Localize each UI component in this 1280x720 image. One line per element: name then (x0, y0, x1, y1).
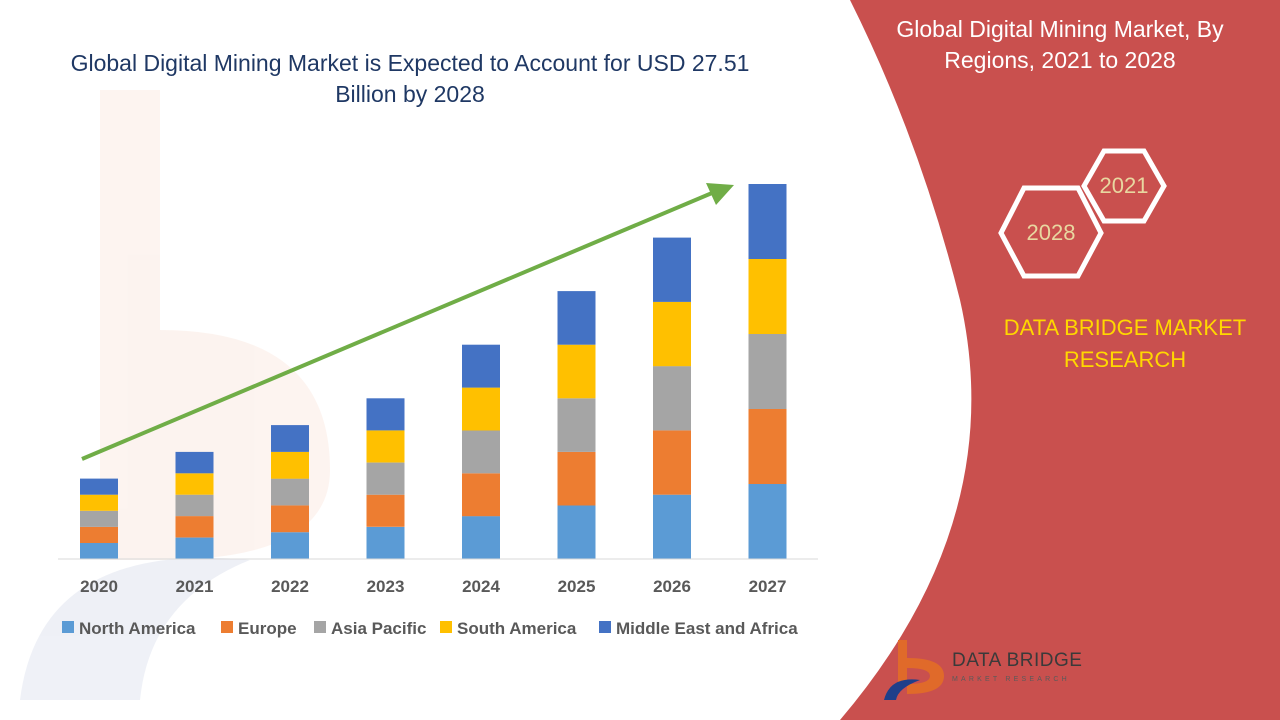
legend-swatch-middle-east-and-africa (599, 621, 611, 633)
legend-swatch-europe (221, 621, 233, 633)
bar-2023-north-america (366, 526, 405, 559)
bar-2026-south-america (653, 301, 691, 367)
hex-label-2028: 2028 (1026, 220, 1076, 245)
hex-label-2021: 2021 (1099, 173, 1149, 198)
bar-2025-asia-pacific (557, 398, 596, 452)
bar-2024-middle-east-and-africa (462, 344, 500, 388)
bar-2020-north-america (80, 542, 118, 559)
bar-2026-europe (653, 430, 691, 495)
bar-2020-europe (80, 526, 118, 543)
x-tick-label-2020: 2020 (80, 577, 118, 596)
bar-2027-asia-pacific (748, 334, 787, 409)
bar-2024-europe (462, 473, 500, 517)
x-tick-label-2027: 2027 (749, 577, 787, 596)
logo-tagline: MARKET RESEARCH (952, 676, 1070, 683)
legend-label-europe: Europe (238, 619, 297, 638)
bar-2027-europe (748, 409, 787, 484)
bar-2022-asia-pacific (271, 478, 309, 506)
legend-label-south-america: South America (457, 619, 577, 638)
legend-swatch-north-america (62, 621, 74, 633)
panel-title: Global Digital Mining Market, By Regions… (896, 16, 1224, 73)
bar-2026-north-america (653, 494, 691, 559)
bar-2021-middle-east-and-africa (175, 451, 214, 474)
red-panel (840, 0, 1280, 720)
brand-name: DATA BRIDGE MARKET RESEARCH (1003, 315, 1247, 372)
bar-2023-south-america (366, 430, 405, 463)
bar-2020-south-america (80, 494, 118, 511)
bar-2021-south-america (175, 473, 214, 495)
hexagon-2021 (1081, 148, 1167, 224)
bar-2025-middle-east-and-africa (557, 291, 596, 345)
bar-2020-middle-east-and-africa (80, 478, 118, 495)
x-tick-label-2025: 2025 (558, 577, 596, 596)
logo-name: DATA BRIDGE (952, 650, 1083, 671)
legend-label-asia-pacific: Asia Pacific (331, 619, 426, 638)
trend-arrow (81, 183, 734, 461)
x-tick-label-2023: 2023 (367, 577, 405, 596)
legend-swatch-asia-pacific (314, 621, 326, 633)
legend-swatch-south-america (440, 621, 452, 633)
bar-2027-north-america (748, 484, 787, 559)
bar-2025-south-america (557, 344, 596, 399)
legend: North America Europe Asia Pacific South Ame… (62, 619, 798, 638)
bar-2023-asia-pacific (366, 462, 405, 495)
x-tick-labels: 2020 2021 2022 2023 2024 2025 2026 2027 (80, 577, 786, 596)
bar-2023-europe (366, 494, 405, 527)
bar-2024-asia-pacific (462, 430, 500, 474)
bar-2021-north-america (175, 537, 214, 559)
bar-2024-north-america (462, 516, 500, 559)
bar-2022-north-america (271, 532, 309, 559)
bar-2022-middle-east-and-africa (271, 425, 309, 452)
bar-2027-middle-east-and-africa (748, 184, 787, 259)
bar-2026-middle-east-and-africa (653, 237, 691, 302)
bar-2022-south-america (271, 451, 309, 479)
x-tick-label-2026: 2026 (653, 577, 691, 596)
x-tick-label-2024: 2024 (462, 577, 500, 596)
bar-2025-europe (557, 451, 596, 506)
hexagon-2028 (998, 185, 1104, 279)
bar-2020-asia-pacific (80, 510, 118, 527)
stacked-bar-chart: 2020 2021 2022 2023 2024 2025 2026 2027 North A… (58, 183, 818, 638)
bar-2022-europe (271, 505, 309, 533)
bar-2021-asia-pacific (175, 494, 214, 517)
bar-2027-south-america (748, 259, 787, 334)
bar-2023-middle-east-and-africa (366, 398, 405, 431)
bar-2021-europe (175, 516, 214, 538)
x-tick-label-2021: 2021 (176, 577, 214, 596)
x-tick-label-2022: 2022 (271, 577, 309, 596)
legend-label-middle-east-and-africa: Middle East and Africa (616, 619, 798, 638)
legend-label-north-america: North America (79, 619, 196, 638)
bar-2025-north-america (557, 505, 596, 559)
data-bridge-logo-mark (884, 640, 944, 700)
bar-2026-asia-pacific (653, 366, 691, 431)
chart-title: Global Digital Mining Market is Expected… (70, 50, 750, 107)
bar-2024-south-america (462, 387, 500, 431)
bars (80, 184, 787, 559)
